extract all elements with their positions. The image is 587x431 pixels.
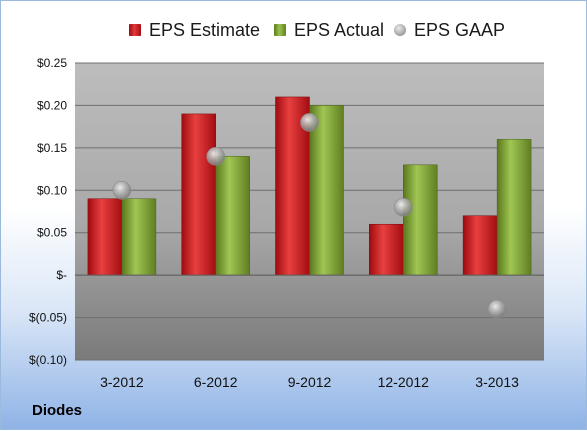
bar-estimate (369, 223, 404, 276)
legend-swatch-gaap (394, 24, 406, 36)
bar-actual (496, 139, 532, 276)
y-tick-label: $0.05 (37, 226, 67, 240)
legend-label-gaap: EPS GAAP (414, 19, 506, 40)
bar-actual (309, 105, 344, 276)
bar-actual (215, 156, 250, 276)
point-gaap (393, 197, 413, 217)
legend-item-actual: EPS Actual (274, 15, 384, 45)
legend-item-gaap: EPS GAAP (394, 15, 505, 45)
bar-estimate (462, 215, 498, 276)
point-gaap (112, 180, 132, 200)
x-tick-label: 3-2012 (100, 374, 144, 390)
x-tick-label: 12-2012 (378, 374, 430, 390)
bar-actual (403, 164, 438, 276)
x-tick-label: 6-2012 (194, 374, 238, 390)
point-gaap (300, 113, 319, 132)
bar-estimate (87, 198, 123, 276)
y-tick-label: $(0.05) (29, 311, 67, 325)
y-tick-label: $0.25 (37, 56, 67, 70)
legend-swatch-actual (274, 24, 286, 36)
legend-swatch-estimate (129, 24, 141, 36)
bar-actual (121, 198, 157, 276)
y-tick-label: $(0.10) (29, 353, 67, 367)
legend-label-actual: EPS Actual (294, 19, 385, 40)
y-tick-label: $0.15 (37, 141, 67, 155)
x-tick-label: 9-2012 (288, 374, 332, 390)
legend-item-estimate: EPS Estimate (129, 15, 260, 45)
legend-label-estimate: EPS Estimate (149, 19, 261, 40)
point-gaap (206, 147, 225, 166)
y-tick-label: $0.20 (37, 98, 67, 112)
bar-estimate (181, 113, 216, 276)
x-tick-label: 3-2013 (475, 374, 519, 390)
legend: EPS Estimate EPS Actual EPS GAAP (1, 15, 587, 45)
y-tick-label: $0.10 (37, 183, 67, 197)
point-gaap (487, 299, 507, 319)
company-name: Diodes (32, 402, 83, 419)
y-tick-label: $- (56, 268, 67, 282)
